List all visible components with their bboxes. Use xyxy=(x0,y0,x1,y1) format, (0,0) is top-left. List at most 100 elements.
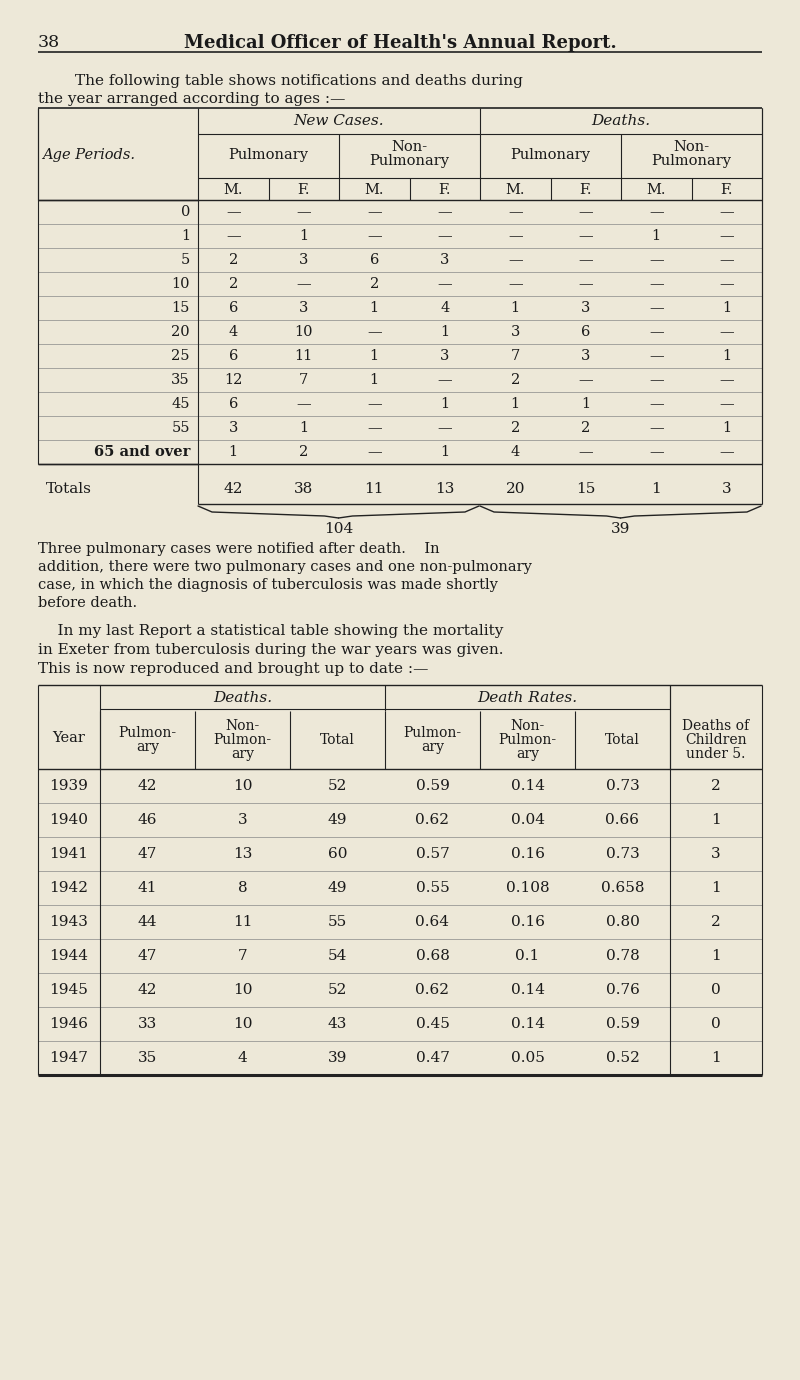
Text: Pulmon-: Pulmon- xyxy=(498,733,557,747)
Text: 0.52: 0.52 xyxy=(606,1052,639,1065)
Text: —: — xyxy=(438,206,452,219)
Text: 1943: 1943 xyxy=(50,915,89,929)
Text: Pulmon-: Pulmon- xyxy=(214,733,271,747)
Text: 1: 1 xyxy=(440,397,450,411)
Text: 3: 3 xyxy=(440,349,450,363)
Text: 1: 1 xyxy=(370,373,379,386)
Text: 0.73: 0.73 xyxy=(606,778,639,794)
Text: 2: 2 xyxy=(711,915,721,929)
Text: 1: 1 xyxy=(299,229,308,243)
Text: 0: 0 xyxy=(711,1017,721,1031)
Text: —: — xyxy=(649,444,663,460)
Text: 0.16: 0.16 xyxy=(510,915,545,929)
Text: —: — xyxy=(719,373,734,386)
Text: F.: F. xyxy=(438,184,451,197)
Text: 1942: 1942 xyxy=(50,880,89,896)
Text: 1: 1 xyxy=(711,949,721,963)
Text: 3: 3 xyxy=(440,253,450,266)
Text: 3: 3 xyxy=(510,326,520,339)
Text: —: — xyxy=(508,229,522,243)
Text: 0.57: 0.57 xyxy=(416,847,450,861)
Text: 15: 15 xyxy=(172,301,190,315)
Text: 3: 3 xyxy=(581,349,590,363)
Text: 1: 1 xyxy=(651,482,661,495)
Text: —: — xyxy=(367,397,382,411)
Text: Death Rates.: Death Rates. xyxy=(478,691,578,705)
Text: ary: ary xyxy=(231,747,254,760)
Text: before death.: before death. xyxy=(38,596,137,610)
Text: 0.14: 0.14 xyxy=(510,983,545,996)
Text: 1: 1 xyxy=(711,1052,721,1065)
Text: Non-: Non- xyxy=(510,719,545,733)
Text: —: — xyxy=(649,326,663,339)
Text: 35: 35 xyxy=(171,373,190,386)
Text: 2: 2 xyxy=(510,421,520,435)
Text: 0.658: 0.658 xyxy=(601,880,644,896)
Text: 25: 25 xyxy=(171,349,190,363)
Text: —: — xyxy=(578,444,593,460)
Text: 1: 1 xyxy=(722,301,731,315)
Text: 44: 44 xyxy=(138,915,158,929)
Text: 0.16: 0.16 xyxy=(510,847,545,861)
Text: —: — xyxy=(649,301,663,315)
Text: 65 and over: 65 and over xyxy=(94,444,190,460)
Text: 38: 38 xyxy=(294,482,314,495)
Text: 1946: 1946 xyxy=(50,1017,89,1031)
Text: 0.73: 0.73 xyxy=(606,847,639,861)
Text: —: — xyxy=(649,206,663,219)
Text: 7: 7 xyxy=(510,349,520,363)
Text: 1: 1 xyxy=(581,397,590,411)
Text: 0.55: 0.55 xyxy=(416,880,450,896)
Text: Non-: Non- xyxy=(226,719,260,733)
Text: 3: 3 xyxy=(229,421,238,435)
Text: Age Periods.: Age Periods. xyxy=(42,148,135,161)
Text: 0.1: 0.1 xyxy=(515,949,540,963)
Text: Pulmonary: Pulmonary xyxy=(510,148,590,161)
Text: —: — xyxy=(367,444,382,460)
Text: 42: 42 xyxy=(138,983,158,996)
Text: F.: F. xyxy=(579,184,592,197)
Text: case, in which the diagnosis of tuberculosis was made shortly: case, in which the diagnosis of tubercul… xyxy=(38,578,498,592)
Text: 15: 15 xyxy=(576,482,595,495)
Text: —: — xyxy=(649,373,663,386)
Text: 1: 1 xyxy=(711,813,721,827)
Text: the year arranged according to ages :—: the year arranged according to ages :— xyxy=(38,92,346,106)
Text: 0.66: 0.66 xyxy=(606,813,639,827)
Text: 3: 3 xyxy=(238,813,247,827)
Text: 0.05: 0.05 xyxy=(510,1052,545,1065)
Text: 6: 6 xyxy=(229,301,238,315)
Text: 0.59: 0.59 xyxy=(606,1017,639,1031)
Text: The following table shows notifications and deaths during: The following table shows notifications … xyxy=(75,75,523,88)
Text: 6: 6 xyxy=(229,397,238,411)
Text: 1: 1 xyxy=(370,301,379,315)
Text: —: — xyxy=(297,277,311,291)
Text: 35: 35 xyxy=(138,1052,157,1065)
Text: —: — xyxy=(719,206,734,219)
Text: —: — xyxy=(508,277,522,291)
Text: 1944: 1944 xyxy=(50,949,89,963)
Text: 13: 13 xyxy=(233,847,252,861)
Text: 10: 10 xyxy=(171,277,190,291)
Text: 2: 2 xyxy=(370,277,379,291)
Text: 52: 52 xyxy=(328,983,347,996)
Text: 0.14: 0.14 xyxy=(510,778,545,794)
Text: 2: 2 xyxy=(229,253,238,266)
Text: 0.62: 0.62 xyxy=(415,983,450,996)
Text: 52: 52 xyxy=(328,778,347,794)
Text: —: — xyxy=(508,206,522,219)
Text: 4: 4 xyxy=(238,1052,247,1065)
Text: Three pulmonary cases were notified after death.    In: Three pulmonary cases were notified afte… xyxy=(38,542,440,556)
Text: 1: 1 xyxy=(370,349,379,363)
Text: 13: 13 xyxy=(435,482,454,495)
Text: 4: 4 xyxy=(440,301,450,315)
Text: addition, there were two pulmonary cases and one non-pulmonary: addition, there were two pulmonary cases… xyxy=(38,560,532,574)
Text: 4: 4 xyxy=(229,326,238,339)
Text: 7: 7 xyxy=(299,373,308,386)
Text: 11: 11 xyxy=(233,915,252,929)
Text: 1: 1 xyxy=(510,397,520,411)
Text: 1: 1 xyxy=(181,229,190,243)
Text: F.: F. xyxy=(298,184,310,197)
Text: —: — xyxy=(226,229,241,243)
Text: 39: 39 xyxy=(328,1052,347,1065)
Text: —: — xyxy=(297,397,311,411)
